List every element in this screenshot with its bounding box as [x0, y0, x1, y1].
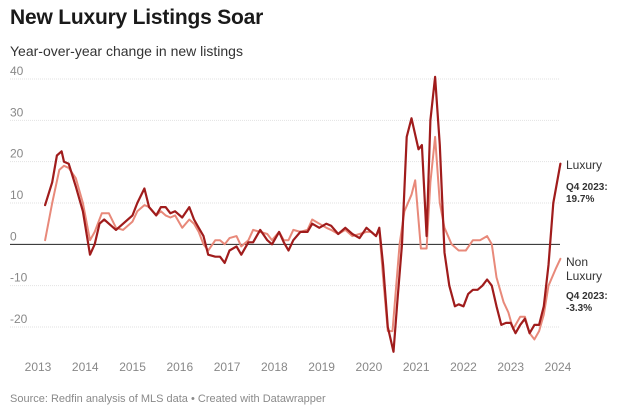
source-footer: Source: Redfin analysis of MLS data • Cr… — [10, 393, 326, 405]
y-tick-label: -20 — [10, 312, 28, 326]
x-axis: 2013 2014 2015 2016 2017 2018 2019 2020 2021 2022… — [25, 360, 572, 374]
y-tick-label: 40 — [10, 64, 24, 78]
y-tick-label: 10 — [10, 188, 24, 202]
x-tick-label: 2020 — [356, 360, 383, 374]
series-end-value-luxury: 19.7% — [566, 194, 594, 205]
x-tick-label: 2022 — [450, 360, 477, 374]
y-tick-label: 0 — [10, 229, 17, 243]
series-label-non-luxury-line1: Non — [566, 255, 588, 269]
chart-title: New Luxury Listings Soar — [10, 6, 264, 29]
series-line-luxury — [44, 75, 562, 353]
series-label-non-luxury-line2: Luxury — [566, 269, 602, 283]
series-annotation-non-luxury: Q4 2023: — [566, 291, 608, 302]
x-tick-label: 2024 — [545, 360, 572, 374]
series-end-value-non-luxury: -3.3% — [566, 303, 592, 314]
x-tick-label: 2019 — [308, 360, 335, 374]
y-axis: 40 30 20 10 0 -10 -20 — [10, 64, 28, 326]
series-lines — [44, 75, 562, 353]
x-tick-label: 2017 — [214, 360, 241, 374]
chart-subtitle: Year-over-year change in new listings — [10, 43, 243, 59]
series-line-non-luxury — [44, 135, 562, 341]
x-tick-label: 2023 — [497, 360, 524, 374]
x-tick-label: 2021 — [403, 360, 430, 374]
series-labels: Luxury Q4 2023: 19.7% Non Luxury Q4 2023… — [566, 158, 608, 314]
y-tick-label: 30 — [10, 105, 24, 119]
series-annotation-luxury: Q4 2023: — [566, 182, 608, 193]
x-tick-label: 2014 — [72, 360, 99, 374]
x-tick-label: 2013 — [25, 360, 52, 374]
x-tick-label: 2015 — [119, 360, 146, 374]
y-tick-label: -10 — [10, 271, 28, 285]
x-tick-label: 2018 — [261, 360, 288, 374]
y-tick-label: 20 — [10, 147, 24, 161]
x-tick-label: 2016 — [166, 360, 193, 374]
series-label-luxury: Luxury — [566, 158, 602, 172]
